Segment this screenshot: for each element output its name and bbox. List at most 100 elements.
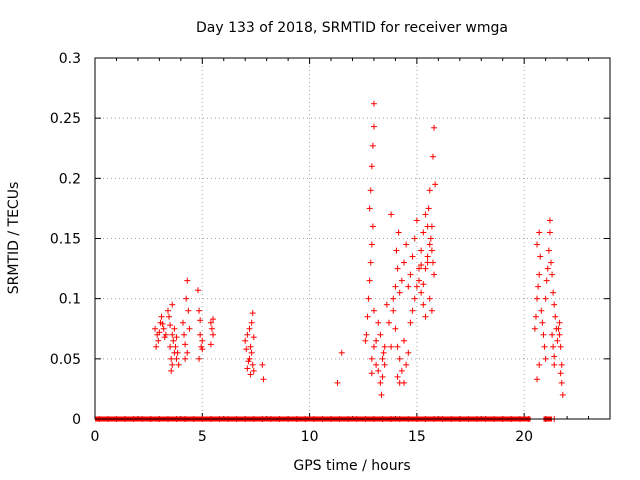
- data-point: [396, 289, 403, 296]
- data-point: [159, 320, 166, 327]
- data-point: [166, 313, 173, 320]
- data-point: [379, 355, 386, 362]
- data-point: [375, 367, 382, 374]
- data-point: [171, 349, 178, 356]
- data-point: [555, 325, 562, 332]
- data-point: [536, 361, 543, 368]
- data-point: [362, 337, 369, 344]
- data-point: [370, 307, 377, 314]
- data-point: [246, 325, 253, 332]
- data-point: [334, 379, 341, 386]
- data-point: [368, 163, 375, 170]
- data-point: [171, 325, 178, 332]
- data-point: [183, 295, 190, 302]
- data-point: [428, 223, 435, 230]
- data-point: [534, 376, 541, 383]
- data-point: [546, 229, 553, 236]
- data-point: [168, 367, 175, 374]
- data-point: [197, 331, 204, 338]
- data-point: [411, 295, 418, 302]
- data-point: [184, 349, 191, 356]
- data-point: [378, 391, 385, 398]
- data-point: [538, 307, 545, 314]
- data-point: [390, 295, 397, 302]
- data-point: [413, 217, 420, 224]
- data-point: [426, 241, 433, 248]
- data-point: [411, 235, 418, 242]
- data-point: [542, 295, 549, 302]
- data-point: [537, 253, 544, 260]
- data-point: [550, 289, 557, 296]
- y-tick-labels: 0 0.05 0.1 0.15 0.2 0.25 0.3: [50, 51, 81, 428]
- data-point: [168, 355, 175, 362]
- data-point: [366, 205, 373, 212]
- y-tick-label: 0.3: [59, 51, 81, 67]
- data-point: [540, 331, 547, 338]
- data-point: [549, 271, 556, 278]
- data-point: [401, 337, 407, 344]
- data-point: [197, 317, 204, 324]
- data-point: [247, 343, 254, 350]
- data-point: [377, 379, 384, 386]
- data-point: [195, 287, 201, 294]
- data-point: [556, 331, 563, 338]
- data-point: [541, 343, 548, 350]
- data-point: [550, 343, 557, 350]
- data-point: [416, 277, 423, 284]
- data-point: [370, 100, 377, 107]
- x-tick-labels: 0 5 10 15 20: [91, 429, 534, 445]
- data-point: [364, 313, 371, 320]
- data-point: [418, 261, 425, 268]
- y-tick-label: 0.25: [50, 111, 81, 127]
- data-point: [557, 343, 564, 350]
- data-point: [392, 325, 399, 332]
- data-point: [422, 265, 429, 272]
- x-tick-label: 20: [515, 429, 533, 445]
- data-point: [248, 319, 255, 326]
- data-point: [394, 373, 401, 380]
- data-point: [375, 319, 382, 326]
- data-point: [367, 259, 374, 266]
- data-point: [199, 337, 206, 344]
- data-point: [393, 247, 400, 254]
- data-point: [162, 331, 169, 338]
- data-point: [559, 391, 566, 398]
- data-point: [420, 281, 427, 288]
- data-point: [167, 322, 174, 329]
- data-point: [429, 153, 436, 160]
- data-point: [208, 325, 215, 332]
- data-point: [546, 217, 553, 224]
- data-point: [407, 271, 414, 278]
- data-point: [394, 265, 401, 272]
- data-point: [551, 361, 558, 368]
- data-point: [199, 346, 206, 353]
- data-point: [557, 370, 564, 377]
- data-point: [250, 367, 257, 374]
- data-point: [547, 259, 554, 266]
- data-point: [153, 343, 160, 350]
- data-point: [427, 235, 434, 242]
- data-point: [405, 349, 412, 356]
- data-point: [426, 187, 433, 194]
- data-point: [396, 379, 403, 386]
- data-point: [363, 331, 370, 338]
- data-point: [179, 319, 186, 326]
- data-point: [545, 247, 552, 254]
- data-point: [431, 124, 438, 131]
- x-tick-label: 0: [91, 429, 100, 445]
- data-point: [152, 325, 159, 332]
- data-point: [338, 349, 345, 356]
- data-point: [405, 283, 412, 290]
- data-point: [383, 301, 390, 308]
- data-point: [398, 367, 405, 374]
- data-point: [173, 355, 180, 362]
- data-point: [369, 142, 376, 149]
- data-point: [396, 355, 403, 362]
- y-tick-label: 0: [72, 412, 81, 428]
- data-point: [428, 307, 435, 314]
- data-point: [420, 301, 427, 308]
- data-point: [250, 334, 257, 341]
- data-point: [158, 313, 165, 320]
- data-point: [394, 343, 401, 350]
